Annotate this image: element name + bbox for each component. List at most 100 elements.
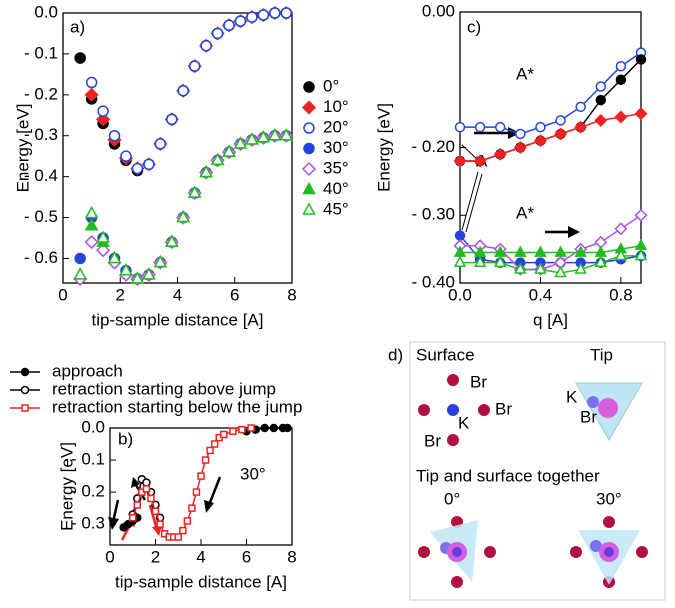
arrow-head: [131, 477, 140, 488]
marker: [279, 128, 294, 141]
legend-label: 30°: [323, 138, 349, 157]
x-tick-label: 6: [230, 285, 239, 304]
marker: [119, 263, 133, 276]
arrow: [207, 476, 222, 506]
marker: [534, 262, 547, 274]
arrow-head: [108, 517, 119, 530]
marker: [192, 488, 201, 496]
marker: [142, 478, 151, 487]
y-tick-label: 0.00: [422, 1, 455, 20]
br-atom: [636, 546, 648, 558]
legend-label: retraction starting above jump: [52, 379, 276, 398]
marker: [594, 113, 608, 127]
atom-label: Br: [495, 399, 512, 418]
y-axis-label: Energy [eV]: [13, 104, 32, 193]
marker: [245, 132, 259, 145]
marker: [574, 120, 588, 134]
y-tick-label: - 0.3: [24, 125, 58, 144]
br-atom: [478, 404, 490, 416]
x-tick-label: 8: [287, 285, 296, 304]
k-atom: [452, 547, 462, 557]
marker: [533, 134, 547, 148]
marker: [147, 494, 155, 503]
marker: [494, 121, 506, 133]
marker: [535, 121, 546, 133]
x-tick-label: 2: [116, 285, 125, 304]
marker: [493, 147, 507, 161]
y-tick-label: - 0.5: [24, 207, 58, 226]
atom-label: Br: [424, 431, 441, 450]
y-tick-label: - 0.2: [24, 84, 58, 103]
angle-label: 0°: [444, 489, 460, 508]
x-tick-label: 0.8: [609, 285, 633, 304]
diagram: d) Surface Tip Br Br Br K K Br Tip and s…: [388, 341, 666, 601]
marker: [74, 52, 86, 64]
series-line: [459, 235, 642, 264]
marker: [179, 526, 187, 535]
marker: [187, 185, 202, 198]
marker: [84, 218, 99, 231]
marker: [634, 238, 648, 251]
y-tick-label: 0.0: [81, 417, 105, 436]
legend-label: 40°: [323, 179, 349, 198]
marker: [133, 501, 142, 509]
legend-label: 0°: [323, 76, 339, 95]
k-atom: [447, 404, 459, 416]
marker: [222, 144, 236, 157]
marker: [142, 485, 151, 493]
marker: [614, 248, 628, 261]
series-line: [460, 255, 641, 274]
marker: [513, 141, 527, 154]
marker: [555, 115, 566, 126]
plot-frame: [459, 11, 642, 284]
marker: [575, 101, 586, 113]
br-atom: [451, 576, 463, 588]
marker: [554, 245, 567, 257]
marker: [74, 252, 86, 265]
marker: [534, 245, 547, 257]
surface-title: Surface: [416, 345, 475, 364]
marker: [280, 7, 293, 19]
marker: [514, 262, 527, 274]
marker: [260, 423, 269, 433]
y-tick-label: - 0.1: [24, 43, 58, 62]
marker: [257, 9, 270, 21]
y-tick-label: 0.0: [34, 2, 58, 21]
marker: [246, 11, 258, 23]
arrow: [148, 504, 159, 531]
x-axis-label: q [A]: [533, 310, 568, 329]
marker: [130, 271, 145, 284]
marker: [614, 110, 628, 124]
marker: [574, 245, 587, 257]
y-tick-label: - 0.20: [412, 137, 455, 156]
marker: [595, 81, 607, 92]
panel-label: a): [70, 17, 85, 36]
series-line: [460, 58, 642, 162]
marker: [96, 230, 110, 243]
pointer: [461, 171, 479, 231]
legend-marker: [21, 404, 29, 412]
marker: [143, 158, 155, 171]
marker: [453, 154, 467, 168]
marker: [199, 164, 213, 178]
atom-label: K: [458, 413, 470, 432]
br-atom: [484, 546, 496, 558]
series-line: [460, 112, 642, 162]
legend-label: 35°: [323, 158, 349, 177]
marker: [615, 74, 627, 85]
br-atom: [598, 398, 618, 418]
marker: [174, 533, 182, 541]
br-atom: [447, 434, 459, 446]
panel-label: d): [388, 345, 403, 364]
pointer: [465, 173, 483, 233]
marker: [229, 427, 237, 435]
marker: [107, 250, 122, 264]
marker: [200, 39, 212, 52]
marker: [206, 446, 214, 455]
marker: [574, 262, 587, 274]
marker: [166, 113, 178, 126]
marker: [142, 267, 156, 280]
together-30: [570, 516, 648, 588]
x-tick-label: 0: [105, 547, 114, 566]
y-tick-label: - 0.3: [71, 514, 105, 533]
